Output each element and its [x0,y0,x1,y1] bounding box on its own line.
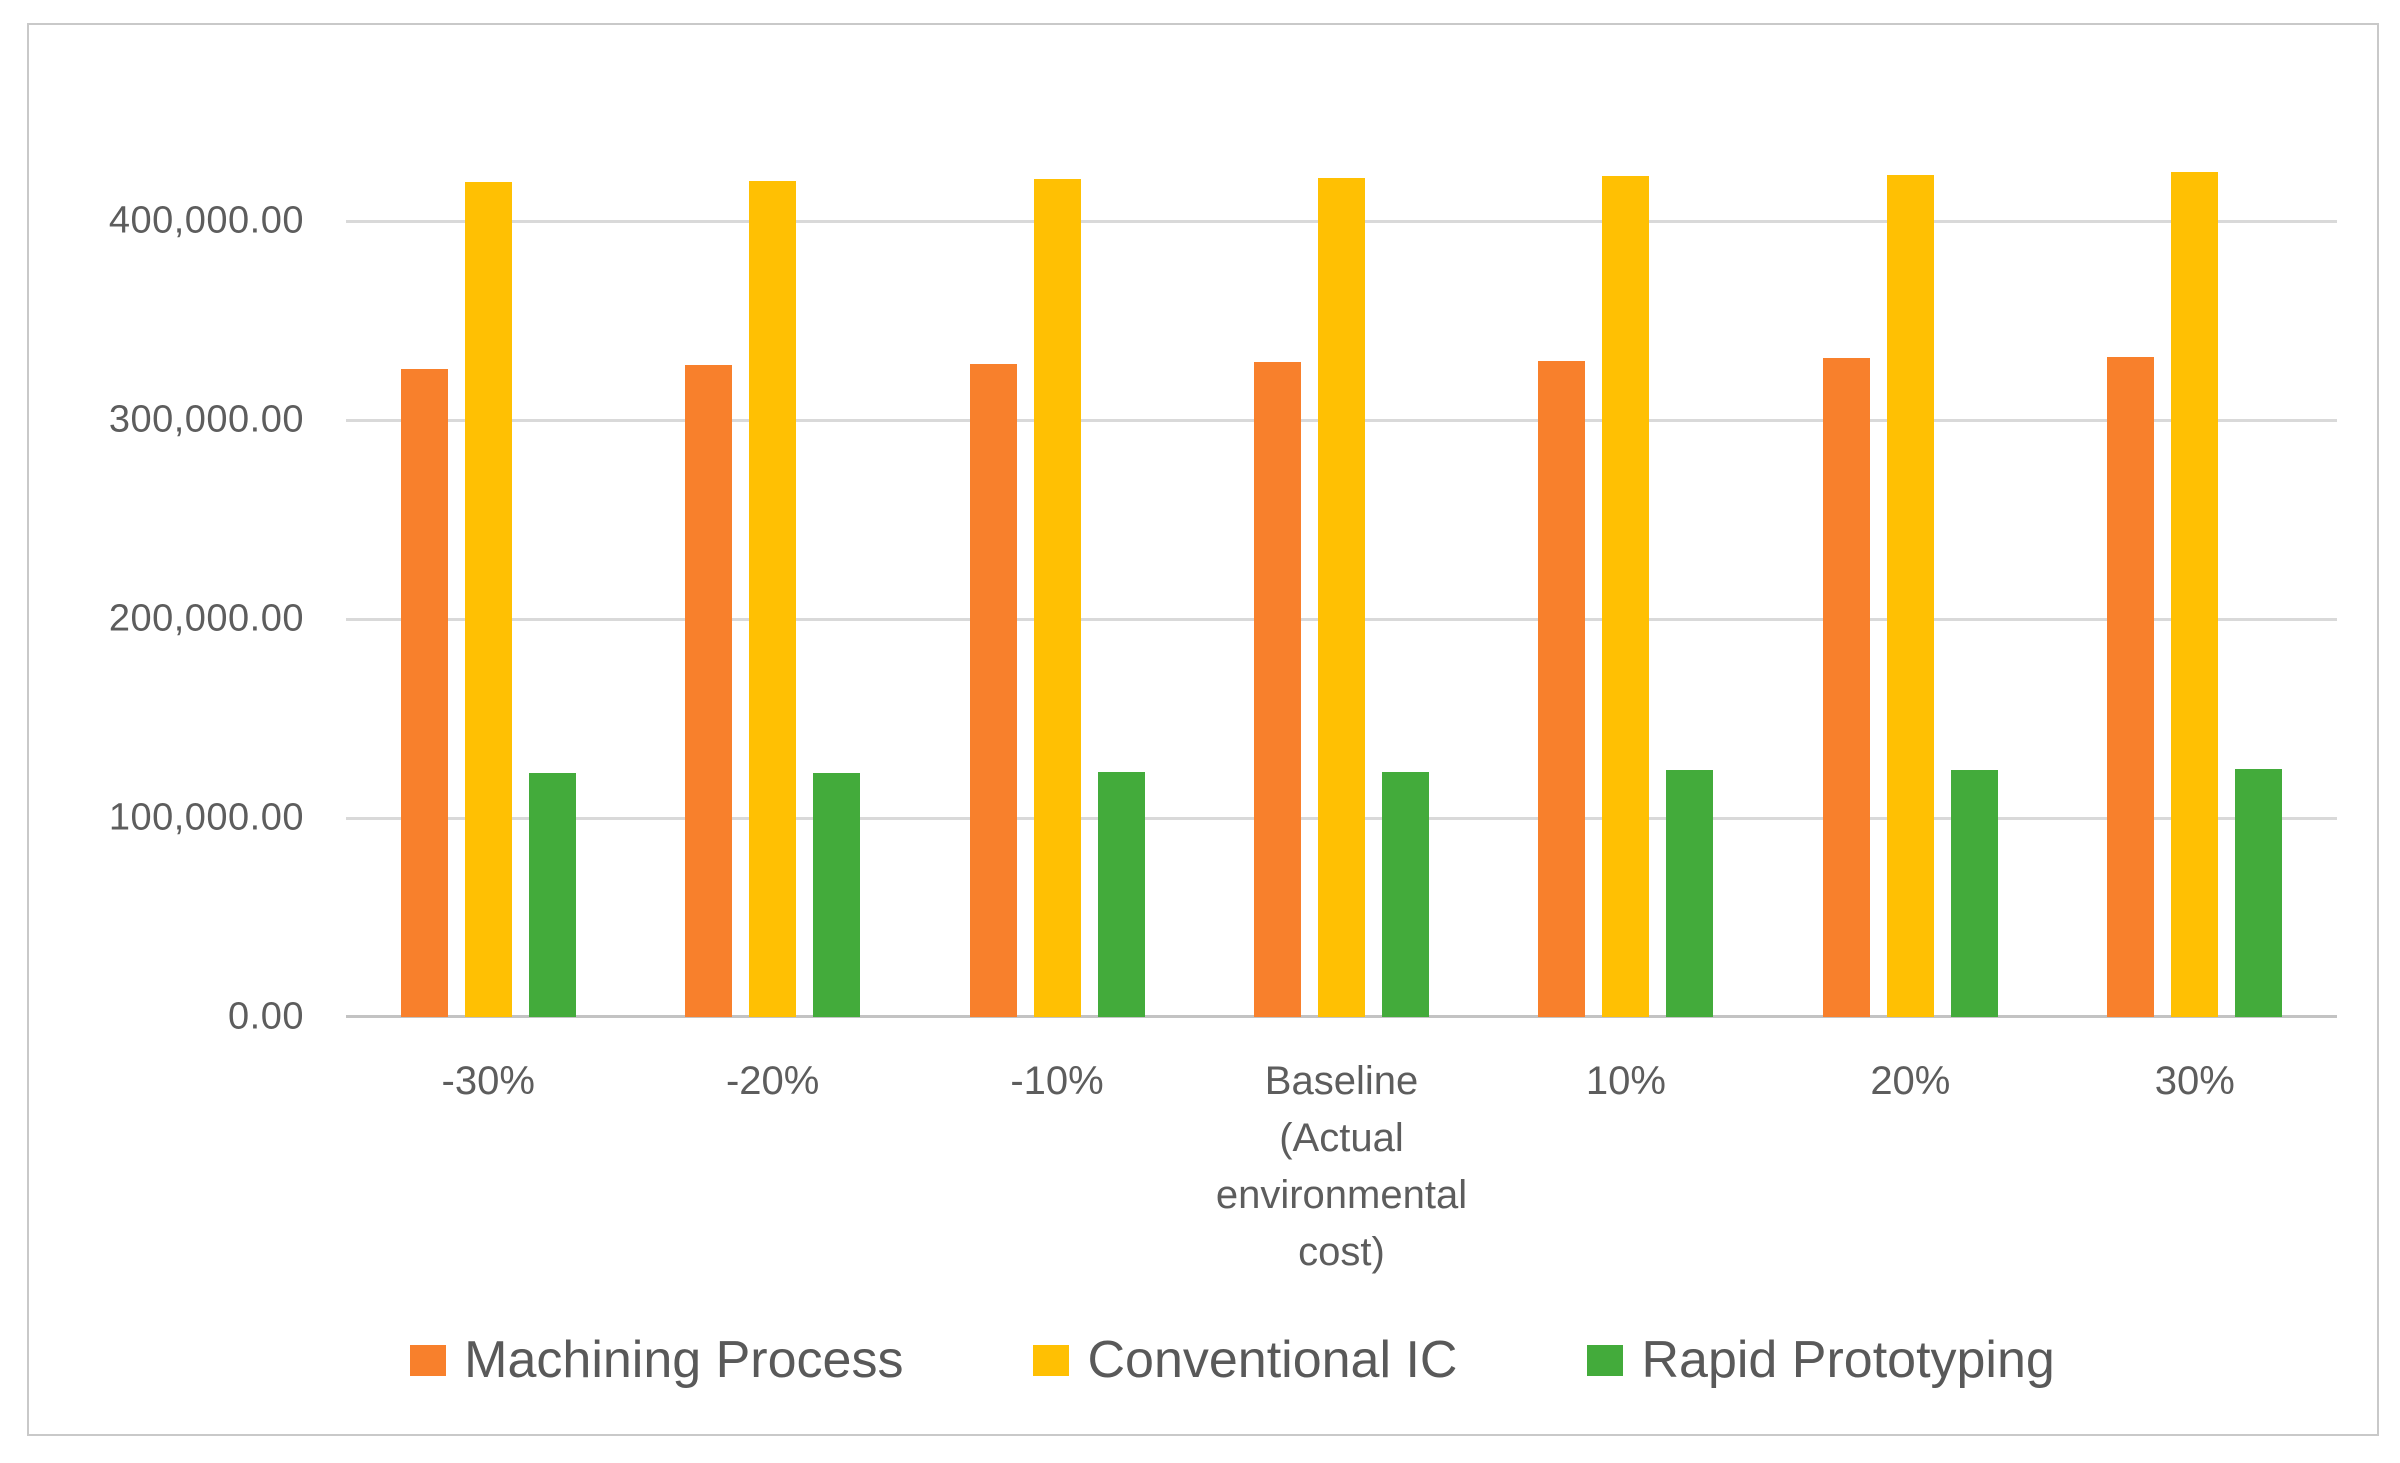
x-axis-tick-label: -20% [725,1059,820,1103]
bar-machining-process [400,369,448,1017]
bar-group-1 [346,122,630,1017]
legend-swatch-icon [410,1344,447,1376]
bar-conventional-ic [1886,175,1934,1017]
bar-group-7 [2053,122,2337,1017]
legend: Machining Process Conventional IC Rapid Pr… [58,1330,2400,1390]
y-axis: 0.00 100,000.00 200,000.00 300,000.00 400,00… [69,122,304,1038]
legend-label: Machining Process [464,1331,904,1389]
bar-rapid-prototyping [1950,770,1998,1017]
bar-group-2 [630,122,914,1017]
x-axis-tick-label: -30% [441,1059,535,1103]
bar-conventional-ic [464,182,512,1017]
plot-area [346,122,2337,1018]
x-axis: -30% -20% -10% Baseline (Actual environment… [346,1053,2337,1293]
bar-machining-process [969,364,1017,1017]
chart-frame: 0.00 100,000.00 200,000.00 300,000.00 400,00… [27,23,2379,1436]
bar-machining-process [685,365,733,1017]
legend-item-rapid-prototyping: Rapid Prototyping [1587,1330,2055,1390]
x-axis-tick-label: 10% [1585,1059,1666,1103]
bar-conventional-ic [749,181,797,1017]
x-axis-tick-label: Baseline (Actual environmental cost) [1215,1059,1468,1274]
bar-group-6 [1768,122,2052,1017]
x-axis-tick-label: 30% [2154,1059,2235,1103]
bar-conventional-ic [1317,178,1365,1017]
bar-rapid-prototyping [528,773,576,1017]
legend-swatch-icon [1033,1344,1070,1376]
legend-item-conventional-ic: Conventional IC [1033,1330,1457,1390]
x-axis-tick-label: 20% [1870,1059,1951,1103]
legend-swatch-icon [1587,1344,1624,1376]
bar-conventional-ic [2171,172,2219,1017]
bar-group-5 [1484,122,1768,1017]
bar-rapid-prototyping [1097,772,1145,1017]
y-axis-tick-label: 100,000.00 [108,796,304,839]
bar-rapid-prototyping [2235,769,2283,1017]
legend-label: Conventional IC [1087,1331,1458,1389]
y-axis-tick-label: 400,000.00 [108,199,304,242]
bar-conventional-ic [1033,179,1081,1017]
legend-label: Rapid Prototyping [1641,1331,2055,1389]
bar-machining-process [1822,358,1870,1017]
bar-rapid-prototyping [813,773,861,1017]
bar-machining-process [2107,357,2155,1017]
bar-rapid-prototyping [1666,770,1714,1017]
bar-group-3 [915,122,1199,1017]
bar-rapid-prototyping [1381,772,1429,1017]
bar-machining-process [1538,361,1586,1017]
bar-group-4 [1199,122,1483,1017]
y-axis-tick-label: 300,000.00 [108,398,304,441]
legend-item-machining-process: Machining Process [410,1330,903,1390]
y-axis-tick-label: 200,000.00 [108,597,304,640]
bar-conventional-ic [1602,176,1650,1017]
x-axis-tick-label: -10% [1010,1059,1104,1103]
y-axis-tick-label: 0.00 [228,995,304,1038]
bar-machining-process [1253,362,1301,1017]
